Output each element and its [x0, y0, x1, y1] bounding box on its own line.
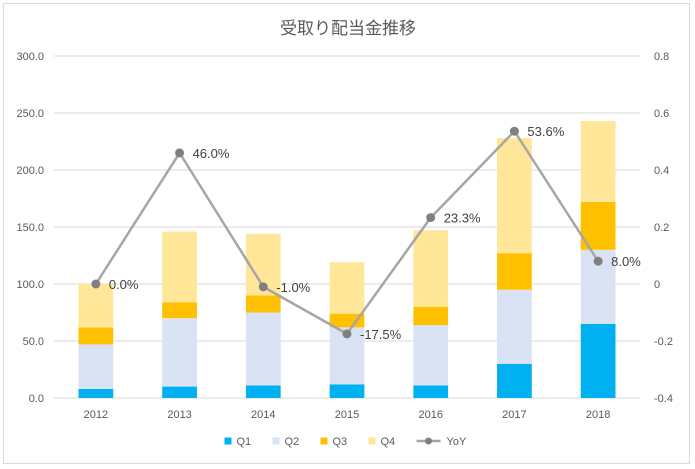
y-left-tick-label: 0.0	[29, 393, 44, 405]
y-left-tick-label: 200.0	[16, 165, 44, 177]
bar-q3	[413, 306, 449, 326]
bar-q3	[162, 302, 197, 319]
y-left-tick-label: 150.0	[16, 222, 44, 234]
legend-swatch-q2	[272, 437, 280, 445]
bar-q2	[162, 318, 197, 387]
yoy-point	[175, 148, 185, 158]
yoy-point	[342, 329, 352, 339]
legend-marker-yoy	[425, 437, 432, 445]
legend-label: Q2	[285, 436, 300, 448]
x-tick-label: 2015	[335, 409, 359, 421]
bar-q3	[78, 327, 114, 345]
y-right-tick-label: -0.4	[654, 393, 673, 405]
bar-q3	[245, 295, 281, 313]
legend-swatch-q4	[368, 437, 376, 445]
yoy-data-label: 8.0%	[611, 254, 641, 269]
bar-q2	[245, 312, 281, 386]
yoy-point	[426, 213, 436, 223]
y-left-tick-label: 300.0	[16, 51, 44, 63]
bar-q2	[413, 325, 449, 386]
bar-q1	[497, 363, 532, 398]
bar-q2	[78, 344, 114, 389]
bar-q4	[329, 262, 365, 314]
x-tick-label: 2013	[167, 409, 191, 421]
y-left-tick-label: 250.0	[16, 108, 44, 120]
legend-swatch-q1	[224, 437, 232, 445]
bar-q1	[329, 384, 365, 398]
legend-label: Q3	[333, 436, 348, 448]
yoy-point	[91, 279, 101, 289]
chart-title: 受取り配当金推移	[280, 19, 416, 39]
bar-q2	[497, 289, 532, 364]
legend-label: Q1	[237, 436, 252, 448]
bar-q1	[162, 386, 197, 398]
bar-q1	[78, 388, 114, 398]
y-right-tick-label: 0.8	[654, 51, 669, 63]
y-right-tick-label: -0.2	[654, 336, 673, 348]
y-left-tick-label: 50.0	[23, 336, 44, 348]
yoy-point	[258, 282, 268, 292]
yoy-point	[509, 126, 519, 136]
y-right-tick-label: 0.2	[654, 222, 669, 234]
y-right-tick-label: 0	[654, 279, 660, 291]
x-tick-label: 2012	[84, 409, 108, 421]
bar-q1	[580, 323, 616, 398]
x-tick-label: 2016	[418, 409, 442, 421]
y-right-tick-label: 0.6	[654, 108, 669, 120]
legend-label: YoY	[447, 436, 467, 448]
yoy-data-label: -17.5%	[360, 327, 402, 342]
yoy-data-label: -1.0%	[276, 280, 310, 295]
bar-q4	[413, 230, 449, 307]
bar-q1	[245, 385, 281, 398]
x-tick-label: 2014	[251, 409, 275, 421]
y-left-tick-label: 100.0	[16, 279, 44, 291]
yoy-data-label: 53.6%	[527, 124, 564, 139]
x-tick-label: 2017	[502, 409, 526, 421]
bar-q1	[413, 385, 449, 398]
x-tick-label: 2018	[586, 409, 610, 421]
yoy-data-label: 0.0%	[109, 277, 139, 292]
bar-q4	[162, 231, 197, 303]
legend-label: Q4	[381, 436, 396, 448]
bar-q3	[497, 253, 532, 290]
bar-q4	[580, 120, 616, 202]
legend-swatch-q3	[320, 437, 328, 445]
yoy-data-label: 46.0%	[193, 146, 230, 161]
y-right-tick-label: 0.4	[654, 165, 669, 177]
bar-q4	[497, 138, 532, 254]
bar-q4	[78, 284, 114, 328]
yoy-data-label: 23.3%	[444, 211, 481, 226]
yoy-point	[593, 256, 603, 266]
